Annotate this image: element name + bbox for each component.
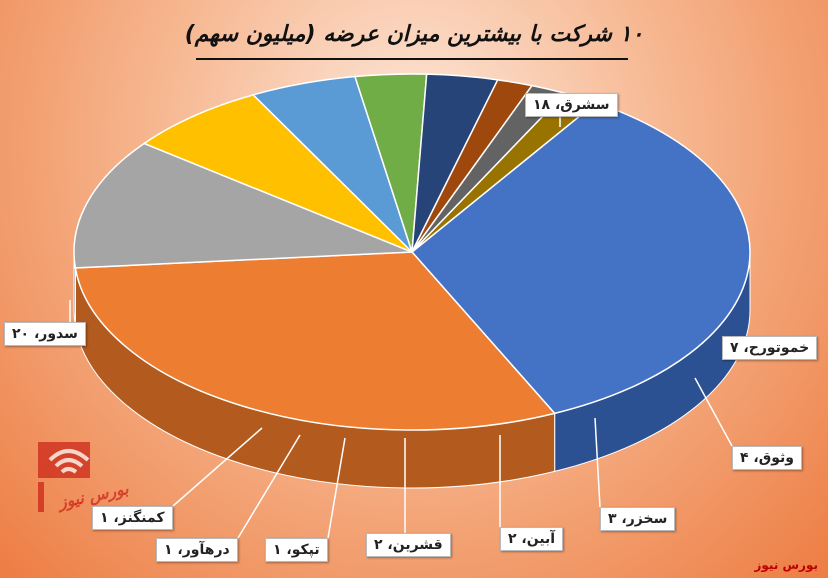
data-label-8: درهآور، ۱ xyxy=(156,538,238,562)
title-underline xyxy=(196,58,628,60)
leader-line-9 xyxy=(172,427,263,507)
news-logo xyxy=(38,438,98,522)
leader-line-4 xyxy=(594,417,601,508)
data-label-5: آبین، ۲ xyxy=(500,527,564,551)
chart-title: ۱۰ شرکت با بیشترین میزان عرضه (میلیون سه… xyxy=(184,22,644,47)
pie-slice-0 xyxy=(410,101,751,415)
leader-line-3 xyxy=(694,377,733,447)
leader-line-7 xyxy=(327,437,346,539)
data-label-7: تپکو، ۱ xyxy=(265,538,328,562)
data-label-9: کمنگنز، ۱ xyxy=(92,506,173,530)
data-label-3: وثوق، ۴ xyxy=(732,446,802,470)
pie-slice-3 xyxy=(142,94,413,253)
brand-footer: بورس نیوز xyxy=(754,558,818,572)
pie-slice-1 xyxy=(74,251,557,431)
leader-line-8 xyxy=(237,434,301,539)
pie-tops xyxy=(73,73,751,431)
pie-slice-2 xyxy=(73,142,413,269)
data-label-1: سشرق، ۱۸ xyxy=(525,93,618,117)
data-label-0: سدور، ۲۰ xyxy=(4,322,86,346)
data-label-4: سخزر، ۳ xyxy=(600,507,676,531)
pie-leaders xyxy=(69,117,733,539)
data-label-6: قشرین، ۲ xyxy=(366,533,451,557)
data-label-2: خموتورح، ۷ xyxy=(722,336,818,360)
